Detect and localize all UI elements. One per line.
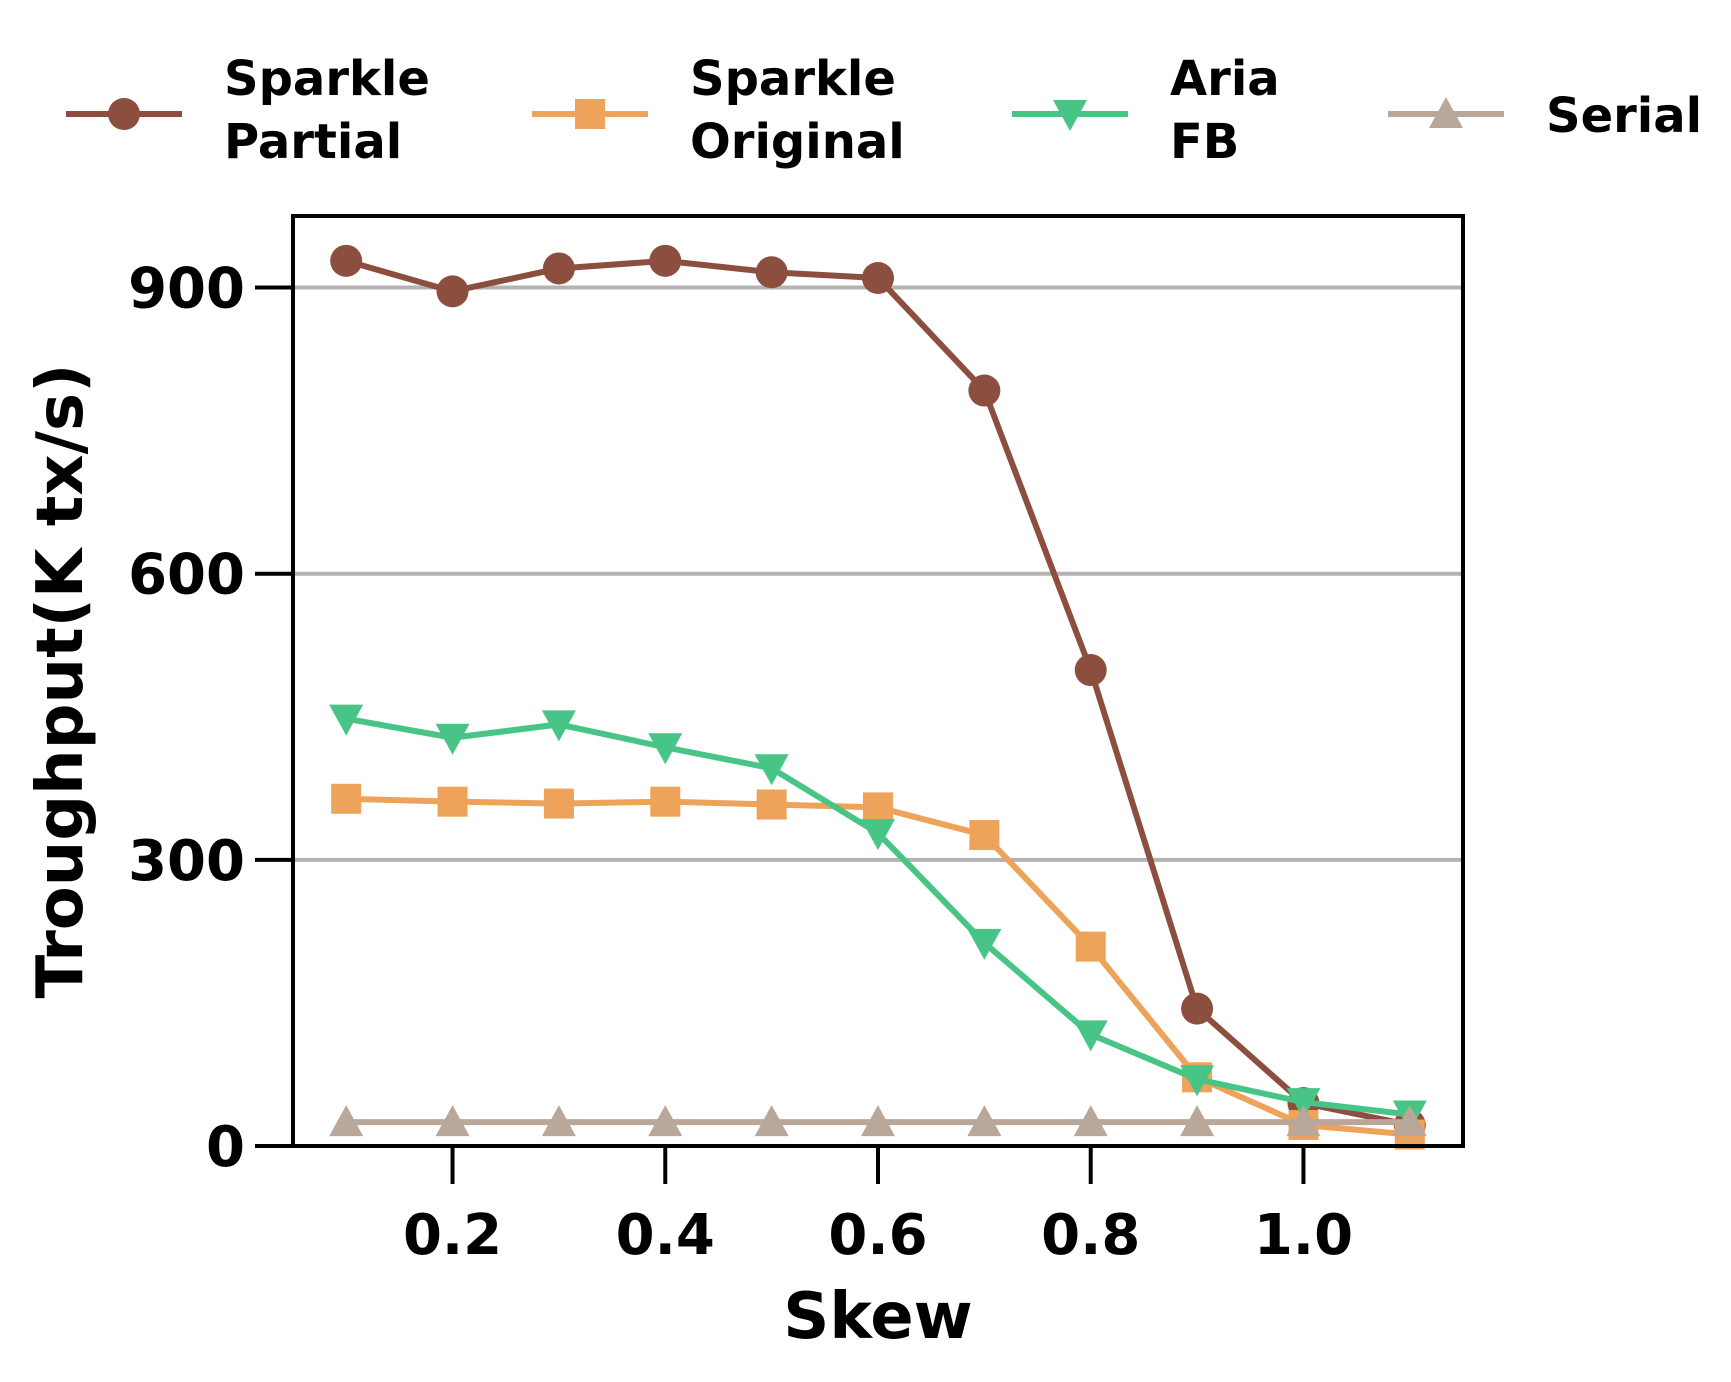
legend-label: Sparkle <box>224 51 430 107</box>
data-point <box>542 252 575 285</box>
data-point <box>435 723 470 755</box>
data-point <box>330 244 363 277</box>
series-group <box>329 244 1427 1150</box>
data-point <box>754 1105 789 1137</box>
data-point <box>435 1105 470 1137</box>
data-point <box>967 1105 1002 1137</box>
data-point <box>863 792 893 823</box>
data-point <box>1073 1105 1108 1137</box>
series-0 <box>330 244 1426 1142</box>
data-point <box>754 754 789 786</box>
x-tick-label: 0.2 <box>403 1203 502 1268</box>
x-tick-label: 0.4 <box>616 1203 715 1268</box>
legend-item-1: Sparkle Original <box>532 51 905 170</box>
data-point <box>436 275 469 308</box>
legend-label: FB <box>1170 114 1239 170</box>
legend-item-2: Aria FB <box>1012 51 1280 170</box>
data-point <box>1075 931 1106 962</box>
data-point <box>331 783 362 814</box>
legend-label: Serial <box>1546 88 1702 144</box>
data-point <box>649 244 682 277</box>
data-point <box>968 374 1001 407</box>
legend-marker <box>1429 97 1463 128</box>
legend-label: Original <box>690 114 905 170</box>
data-point <box>862 262 894 294</box>
data-point <box>329 1105 364 1137</box>
y-axis: 0 300 600 900 <box>128 257 293 1180</box>
legend-item-3: Serial <box>1388 88 1702 144</box>
data-point <box>969 820 1000 851</box>
data-point <box>329 704 364 736</box>
y-tick-label: 600 <box>128 543 245 608</box>
legend-label: Aria <box>1170 51 1280 107</box>
data-point <box>755 256 788 289</box>
x-tick-label: 0.8 <box>1041 1203 1140 1268</box>
data-point <box>967 928 1002 960</box>
legend-marker <box>108 98 140 130</box>
x-tick-label: 1.0 <box>1254 1203 1353 1268</box>
legend-label: Partial <box>224 114 402 170</box>
data-point <box>1074 654 1107 687</box>
data-point <box>650 786 681 817</box>
legend-item-0: Sparkle Partial <box>66 51 430 170</box>
legend-marker <box>1053 100 1087 131</box>
data-point <box>1181 992 1214 1025</box>
data-point <box>861 819 895 851</box>
data-point <box>1392 1105 1427 1137</box>
legend-marker <box>575 99 605 129</box>
x-axis-title: Skew <box>783 1280 972 1354</box>
grid-lines <box>293 285 1463 862</box>
series-line <box>345 257 1411 1128</box>
data-point <box>1073 1020 1108 1052</box>
data-point <box>1180 1105 1215 1137</box>
y-tick-label: 300 <box>128 829 245 894</box>
x-tick-label: 0.6 <box>828 1203 927 1268</box>
data-point <box>1286 1105 1321 1137</box>
data-point <box>648 1105 683 1137</box>
data-point <box>541 1105 576 1137</box>
data-point <box>437 786 468 817</box>
y-tick-label: 0 <box>206 1115 245 1180</box>
data-point <box>756 789 787 820</box>
plot-frame <box>291 214 1465 1148</box>
data-point <box>648 733 683 765</box>
x-axis: 0.2 0.4 0.6 0.8 1.0 <box>403 1146 1353 1268</box>
legend-label: Sparkle <box>690 51 896 107</box>
data-point <box>1180 1065 1215 1097</box>
data-point <box>541 710 576 742</box>
series-3 <box>329 1105 1427 1137</box>
y-tick-label: 900 <box>128 257 245 322</box>
y-axis-title: Troughput(K tx/s) <box>24 364 98 999</box>
data-point <box>861 1105 895 1137</box>
legend: Sparkle Partial Sparkle Original Aria FB Seria… <box>66 51 1702 170</box>
data-point <box>1286 1088 1321 1120</box>
data-point <box>543 788 574 819</box>
